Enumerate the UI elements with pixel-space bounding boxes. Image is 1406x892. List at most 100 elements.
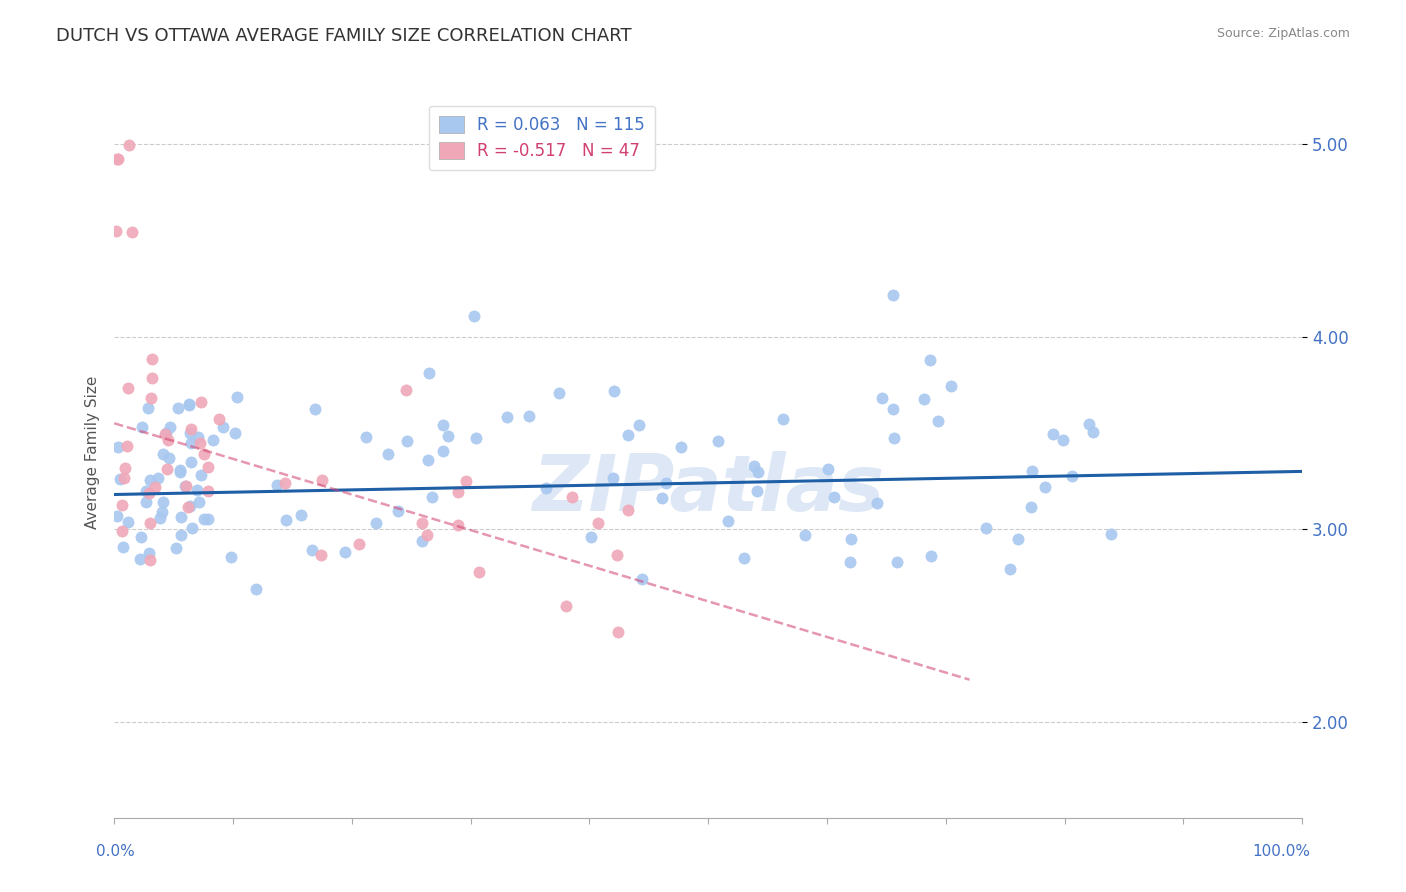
Point — [152, 495, 174, 509]
Point — [226, 391, 249, 405]
Point — [311, 473, 333, 487]
Point — [354, 430, 377, 444]
Point — [115, 439, 138, 453]
Point — [335, 545, 357, 559]
Point — [112, 540, 135, 554]
Point — [772, 412, 794, 426]
Point — [173, 479, 195, 493]
Point — [180, 422, 202, 436]
Point — [167, 401, 190, 415]
Point — [105, 224, 128, 238]
Text: DUTCH VS OTTAWA AVERAGE FAMILY SIZE CORRELATION CHART: DUTCH VS OTTAWA AVERAGE FAMILY SIZE CORR… — [56, 27, 631, 45]
Point — [616, 427, 638, 442]
Point — [135, 494, 157, 508]
Point — [141, 371, 163, 385]
Point — [138, 546, 160, 560]
Point — [534, 482, 557, 496]
Point — [651, 491, 673, 505]
Point — [138, 486, 160, 500]
Point — [135, 484, 157, 499]
Point — [866, 496, 889, 510]
Point — [169, 465, 191, 479]
Point — [377, 447, 399, 461]
Text: 100.0%: 100.0% — [1253, 845, 1310, 859]
Point — [131, 530, 153, 544]
Point — [121, 225, 143, 239]
Point — [883, 431, 905, 445]
Point — [411, 516, 433, 530]
Point — [927, 414, 949, 428]
Point — [974, 521, 997, 535]
Point — [606, 548, 628, 562]
Point — [395, 383, 418, 397]
Point — [606, 625, 628, 640]
Point — [139, 473, 162, 487]
Point — [197, 511, 219, 525]
Point — [107, 440, 129, 454]
Point — [105, 152, 128, 166]
Point — [290, 508, 312, 523]
Point — [266, 478, 288, 492]
Point — [872, 391, 894, 405]
Point — [817, 462, 839, 476]
Point — [153, 427, 176, 442]
Point — [939, 379, 962, 393]
Point — [131, 419, 153, 434]
Point — [1007, 532, 1029, 546]
Point — [669, 440, 692, 454]
Point — [717, 514, 740, 528]
Point — [747, 465, 769, 479]
Point — [602, 471, 624, 485]
Point — [437, 429, 460, 443]
Point — [707, 434, 730, 448]
Point — [446, 518, 468, 533]
Point — [141, 352, 163, 367]
Point — [107, 153, 129, 167]
Point — [1062, 469, 1084, 483]
Point — [1099, 526, 1122, 541]
Point — [138, 401, 160, 415]
Point — [201, 434, 224, 448]
Point — [364, 516, 387, 530]
Point — [224, 425, 246, 440]
Point — [839, 532, 862, 546]
Point — [603, 384, 626, 398]
Point — [139, 553, 162, 567]
Point — [188, 436, 211, 450]
Point — [628, 418, 651, 433]
Point — [517, 409, 540, 423]
Point — [159, 419, 181, 434]
Point — [274, 475, 297, 490]
Point — [193, 446, 215, 460]
Point — [150, 505, 173, 519]
Point — [117, 381, 139, 395]
Point — [882, 401, 904, 416]
Point — [128, 552, 150, 566]
Point — [920, 549, 942, 563]
Point — [447, 485, 470, 500]
Point — [208, 411, 231, 425]
Point — [301, 543, 323, 558]
Point — [387, 504, 409, 518]
Point — [547, 385, 569, 400]
Point — [733, 551, 755, 566]
Point — [823, 490, 845, 504]
Point — [179, 426, 201, 441]
Point — [742, 459, 765, 474]
Point — [1042, 426, 1064, 441]
Point — [179, 399, 201, 413]
Point — [149, 510, 172, 524]
Text: 0.0%: 0.0% — [96, 845, 135, 859]
Point — [456, 474, 478, 488]
Point — [495, 409, 517, 424]
Point — [112, 471, 135, 485]
Point — [148, 470, 170, 484]
Point — [432, 417, 454, 432]
Point — [1033, 480, 1056, 494]
Point — [212, 419, 235, 434]
Legend: R = 0.063   N = 115, R = -0.517   N = 47: R = 0.063 N = 115, R = -0.517 N = 47 — [429, 105, 655, 170]
Point — [631, 572, 654, 586]
Point — [157, 450, 180, 465]
Point — [187, 429, 209, 443]
Point — [416, 528, 439, 542]
